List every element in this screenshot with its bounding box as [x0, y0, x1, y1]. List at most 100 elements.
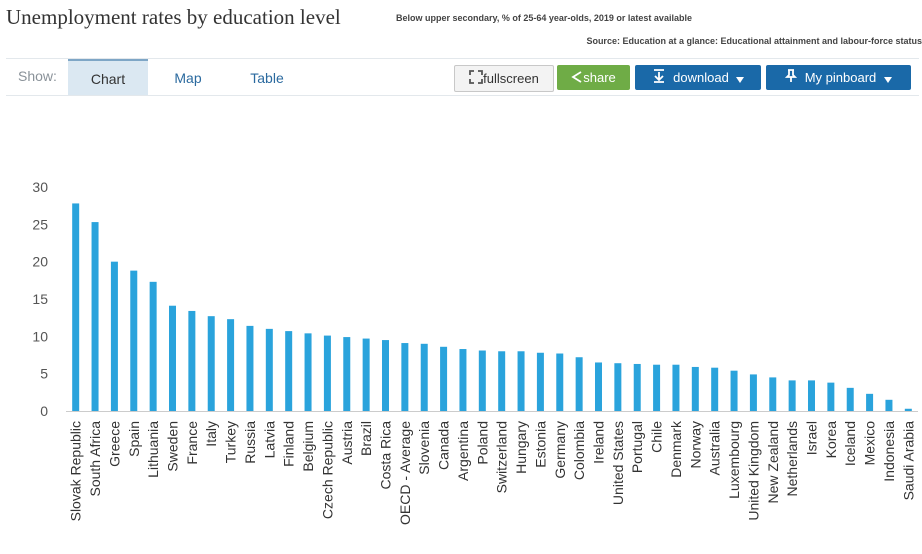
bar[interactable]	[478, 350, 486, 411]
bar[interactable]	[827, 382, 835, 411]
bar[interactable]	[72, 203, 80, 411]
share-icon	[571, 66, 583, 91]
source-link[interactable]: Source: Education at a glance: Education…	[586, 36, 922, 46]
bar[interactable]	[343, 337, 351, 411]
x-tick-label: Switzerland	[494, 421, 510, 493]
bar[interactable]	[769, 377, 777, 411]
x-tick-label: Mexico	[862, 421, 878, 466]
bar[interactable]	[517, 351, 525, 411]
toolbar: Show: Chart Map Table fullscreen share d…	[6, 58, 919, 96]
bar[interactable]	[382, 340, 389, 411]
title-row: Unemployment rates by education level Be…	[6, 4, 922, 30]
x-tick-label: Spain	[126, 421, 142, 457]
x-tick-label: Colombia	[571, 421, 587, 480]
x-tick-label: Portugal	[629, 421, 645, 473]
x-tick-label: Indonesia	[881, 421, 897, 482]
bar[interactable]	[323, 335, 331, 411]
x-tick-label: Italy	[203, 421, 219, 447]
x-tick-label: France	[184, 421, 200, 465]
tab-map[interactable]: Map	[174, 70, 202, 86]
chart-subtitle: Below upper secondary, % of 25-64 year-o…	[396, 13, 692, 23]
bar[interactable]	[633, 363, 641, 411]
x-tick-label: Korea	[823, 421, 839, 459]
bar[interactable]	[498, 351, 506, 411]
x-tick-label: New Zealand	[765, 421, 781, 504]
x-tick-label: Chile	[649, 421, 665, 453]
x-tick-label: Australia	[707, 421, 723, 476]
bar[interactable]	[788, 380, 796, 411]
bar[interactable]	[91, 222, 99, 411]
bar[interactable]	[169, 305, 176, 411]
x-tick-label: Denmark	[668, 420, 684, 478]
y-tick-label: 5	[40, 366, 48, 382]
bar[interactable]	[130, 270, 138, 411]
bar[interactable]	[614, 363, 622, 411]
bar[interactable]	[536, 352, 544, 411]
download-icon	[652, 66, 666, 91]
chart-title: Unemployment rates by education level	[6, 5, 341, 29]
bar[interactable]	[866, 393, 874, 411]
bar[interactable]	[149, 281, 157, 411]
pin-icon	[784, 66, 798, 91]
bar[interactable]	[265, 328, 273, 411]
fullscreen-button[interactable]: fullscreen	[454, 65, 554, 92]
tab-table[interactable]: Table	[250, 70, 284, 86]
x-tick-label: Turkey	[223, 421, 239, 463]
bar[interactable]	[285, 331, 293, 411]
x-tick-label: United Kingdom	[745, 421, 761, 521]
bar[interactable]	[207, 316, 215, 411]
bar[interactable]	[846, 387, 854, 411]
x-tick-label: South Africa	[87, 421, 103, 497]
x-tick-label: Germany	[552, 421, 568, 479]
bar[interactable]	[653, 364, 661, 411]
bar[interactable]	[227, 319, 235, 411]
share-button[interactable]: share	[557, 65, 630, 90]
x-tick-label: United States	[610, 421, 626, 505]
bar[interactable]	[401, 343, 409, 411]
bar[interactable]	[110, 261, 118, 411]
bar[interactable]	[691, 366, 699, 411]
bar[interactable]	[672, 364, 680, 411]
bar[interactable]	[188, 310, 196, 411]
bar[interactable]	[575, 357, 583, 411]
x-tick-label: OECD - Average	[397, 421, 413, 525]
x-tick-label: Israel	[804, 421, 820, 455]
bar[interactable]	[749, 374, 757, 411]
pinboard-button[interactable]: My pinboard	[766, 65, 911, 90]
y-tick-label: 25	[32, 216, 48, 232]
x-tick-label: Poland	[474, 421, 490, 465]
x-tick-label: Russia	[242, 421, 258, 464]
x-tick-label: Canada	[436, 421, 452, 470]
x-tick-label: Latvia	[261, 421, 277, 459]
bar[interactable]	[885, 399, 893, 411]
pinboard-label: My pinboard	[804, 70, 877, 85]
x-tick-label: Slovenia	[416, 421, 432, 475]
caret-down-icon	[736, 66, 745, 91]
bar[interactable]	[556, 353, 564, 411]
bar[interactable]	[246, 325, 254, 411]
bar[interactable]	[904, 408, 912, 411]
tab-chart[interactable]: Chart	[68, 59, 148, 95]
x-tick-label: Luxembourg	[726, 421, 742, 499]
x-tick-label: Ireland	[591, 421, 607, 464]
bar[interactable]	[808, 380, 815, 411]
bar[interactable]	[711, 367, 719, 411]
fullscreen-icon	[469, 67, 484, 92]
x-tick-label: Czech Republic	[319, 421, 335, 519]
bar[interactable]	[730, 370, 738, 411]
bar[interactable]	[440, 346, 448, 411]
fullscreen-label: fullscreen	[483, 71, 539, 86]
bar[interactable]	[362, 338, 370, 411]
x-tick-label: Belgium	[300, 421, 316, 472]
bar[interactable]	[595, 362, 602, 411]
y-tick-label: 30	[32, 179, 48, 195]
x-tick-label: Lithuania	[145, 421, 161, 478]
x-tick-label: Norway	[687, 421, 703, 468]
download-button[interactable]: download	[635, 65, 761, 90]
bar[interactable]	[304, 333, 312, 411]
bar[interactable]	[420, 343, 428, 411]
y-tick-label: 20	[32, 254, 48, 270]
bar[interactable]	[459, 349, 467, 411]
x-tick-label: Greece	[106, 421, 122, 467]
